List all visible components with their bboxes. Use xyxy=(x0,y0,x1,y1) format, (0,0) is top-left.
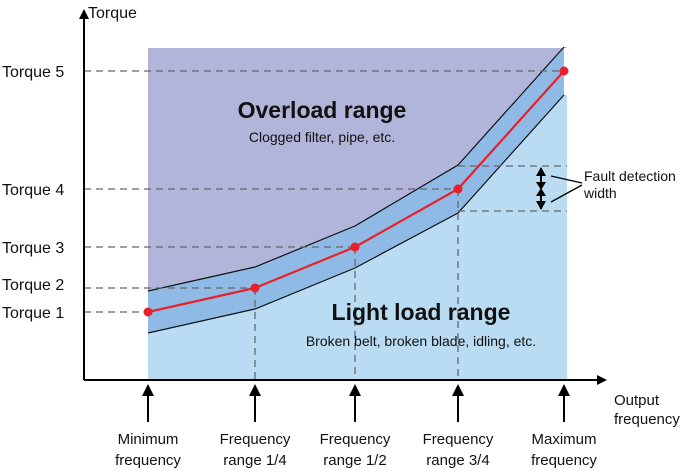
band-upper-edge xyxy=(147,46,565,292)
x-tick-label-5-line2: frequency xyxy=(531,452,597,469)
fault-detection-label-line1: Fault detection xyxy=(584,168,676,184)
data-points xyxy=(143,66,569,317)
data-point-3 xyxy=(350,242,360,252)
x-axis-title-line1: Output xyxy=(614,392,660,409)
y-tick-label-5: Torque 5 xyxy=(2,64,64,81)
y-tick-label-4: Torque 4 xyxy=(2,182,64,199)
light-load-region xyxy=(148,95,567,380)
band-lower-edge xyxy=(147,94,565,334)
light-load-title: Light load range xyxy=(332,299,511,325)
x-marker-arrowhead-icon xyxy=(142,384,154,396)
x-tick-label-4-line2: range 3/4 xyxy=(426,452,489,469)
x-tick-label-1-line1: Minimum xyxy=(118,431,179,448)
x-marker-arrowhead-icon xyxy=(249,384,261,396)
y-tick-labels: Torque 1 Torque 2 Torque 3 Torque 4 Torque 5 xyxy=(2,64,64,322)
x-tick-label-4-line1: Frequency xyxy=(423,431,494,448)
x-tick-label-5-line1: Maximum xyxy=(531,431,596,448)
overload-subtitle: Clogged filter, pipe, etc. xyxy=(249,129,395,145)
x-tick-label-2-line1: Frequency xyxy=(220,431,291,448)
overload-region xyxy=(148,47,567,291)
x-tick-label-3-line1: Frequency xyxy=(320,431,391,448)
x-marker-arrowhead-icon xyxy=(349,384,361,396)
y-tick-label-3: Torque 3 xyxy=(2,240,64,257)
x-markers: Minimum frequency Frequency range 1/4 Freque… xyxy=(115,384,597,469)
data-point-4 xyxy=(453,184,463,194)
y-axis-title: Torque xyxy=(88,5,137,22)
x-marker-arrowhead-icon xyxy=(558,384,570,396)
x-axis-title-line2: frequency xyxy=(614,411,680,428)
data-point-5 xyxy=(559,66,569,76)
y-tick-label-1: Torque 1 xyxy=(2,305,64,322)
x-marker-arrowhead-icon xyxy=(452,384,464,396)
data-point-1 xyxy=(143,307,153,317)
guide-lines xyxy=(84,70,564,380)
fault-detection-label-line2: width xyxy=(583,185,617,201)
data-point-2 xyxy=(250,283,260,293)
fault-detection-band xyxy=(148,47,564,333)
light-load-subtitle: Broken belt, broken blade, idling, etc. xyxy=(306,333,536,349)
y-tick-label-2: Torque 2 xyxy=(2,277,64,294)
x-tick-label-1-line2: frequency xyxy=(115,452,181,469)
x-tick-label-3-line2: range 1/2 xyxy=(323,452,386,469)
overload-title: Overload range xyxy=(238,97,407,123)
fault-detection-width-annotation: Fault detection width xyxy=(458,165,676,212)
x-tick-label-2-line2: range 1/4 xyxy=(223,452,286,469)
